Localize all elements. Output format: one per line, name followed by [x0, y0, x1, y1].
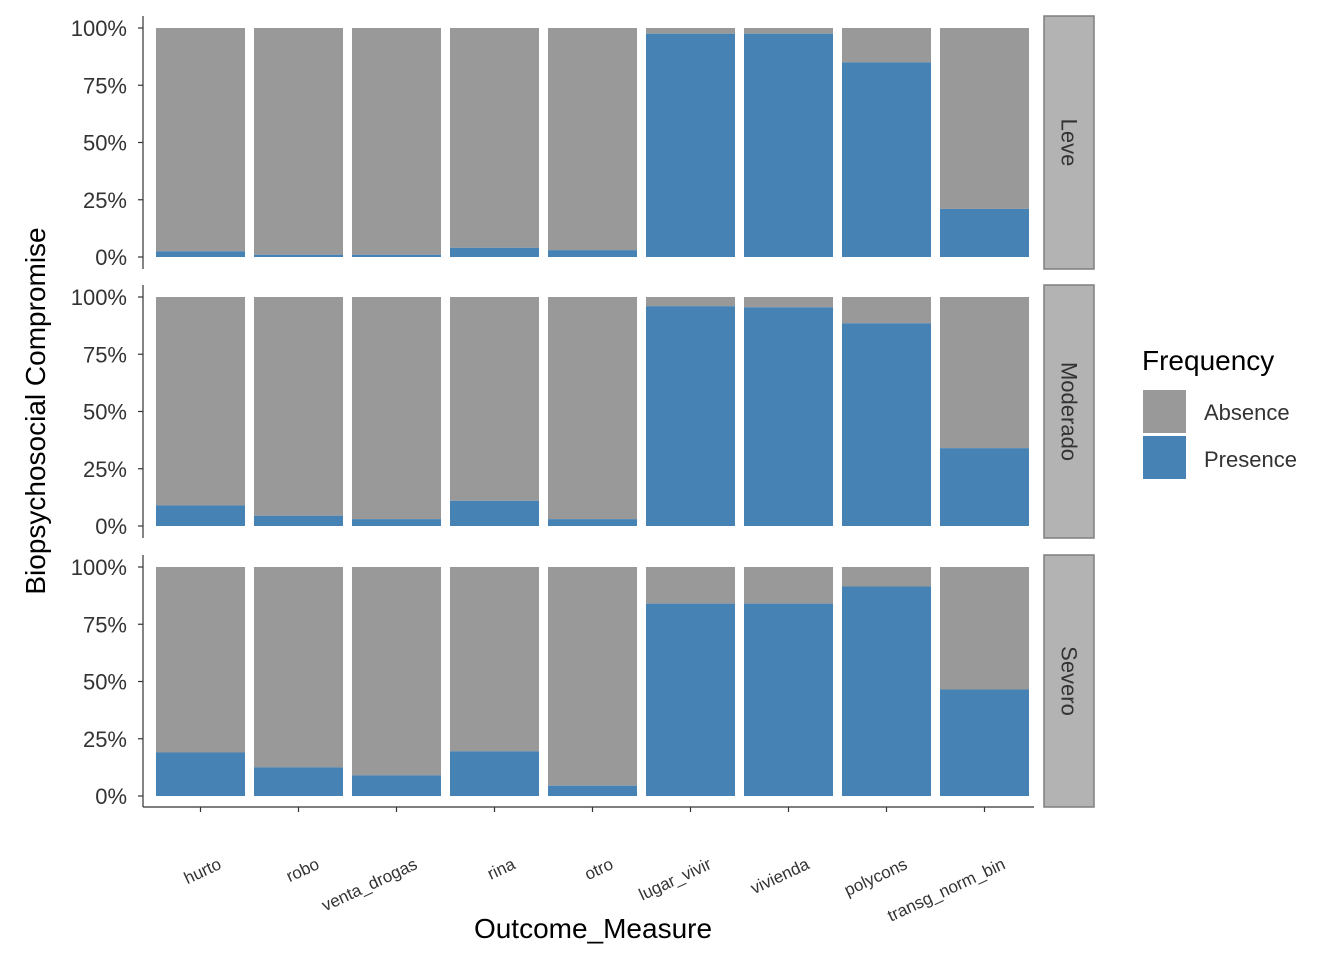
y-axis-title: Biopsychosocial Compromise: [20, 227, 51, 594]
facet-panels: 0% 25% 50% 75% 100% Leve 0% 25% 50% 75% 100% Modera…: [71, 15, 1095, 809]
bar-presence-rina: [450, 247, 539, 257]
bar-absence-lugar_vivir: [646, 297, 735, 307]
bar-absence-venta_drogas: [352, 28, 441, 255]
x-tick-label: venta_drogas: [319, 854, 420, 915]
x-tick-label: robo: [283, 854, 322, 886]
bar-presence-lugar_vivir: [646, 33, 735, 257]
bar-presence-transg_norm_bin: [940, 689, 1029, 796]
bar-presence-vivienda: [744, 603, 833, 796]
bar-absence-robo: [254, 28, 343, 255]
bar-presence-polycons: [842, 586, 931, 796]
y-tick-label: 75%: [83, 612, 127, 637]
bar-absence-polycons: [842, 297, 931, 324]
bar-presence-hurto: [156, 752, 245, 796]
legend-key-presence: [1143, 436, 1186, 479]
x-tick-label: vivienda: [748, 854, 813, 898]
y-tick-label: 100%: [71, 16, 127, 41]
y-tick-label: 100%: [71, 555, 127, 580]
bar-absence-venta_drogas: [352, 567, 441, 776]
facet-strip-label: Severo: [1057, 646, 1082, 716]
bar-absence-rina: [450, 28, 539, 248]
x-tick-label: otro: [582, 854, 617, 884]
facet-strip: [1043, 284, 1095, 539]
bar-absence-hurto: [156, 28, 245, 252]
x-tick-label: lugar_vivir: [636, 854, 715, 904]
y-tick-label: 25%: [83, 727, 127, 752]
bar-presence-transg_norm_bin: [940, 208, 1029, 257]
y-tick-label: 0%: [95, 784, 127, 809]
bar-presence-otro: [548, 785, 637, 796]
bar-presence-rina: [450, 751, 539, 796]
legend-label-presence: Presence: [1204, 447, 1297, 472]
x-axis-title: Outcome_Measure: [474, 913, 712, 944]
bar-presence-otro: [548, 519, 637, 526]
y-tick-label: 25%: [83, 188, 127, 213]
bar-presence-robo: [254, 515, 343, 526]
bar-absence-transg_norm_bin: [940, 567, 1029, 690]
bar-presence-venta_drogas: [352, 254, 441, 257]
bar-absence-robo: [254, 567, 343, 768]
panel-severo: 0% 25% 50% 75% 100% Severo: [71, 554, 1095, 809]
bar-presence-lugar_vivir: [646, 603, 735, 796]
bar-absence-polycons: [842, 28, 931, 63]
bar-absence-otro: [548, 28, 637, 251]
bar-presence-polycons: [842, 323, 931, 526]
panel-leve: 0% 25% 50% 75% 100% Leve: [71, 15, 1095, 270]
y-tick-label: 50%: [83, 131, 127, 156]
bar-presence-lugar_vivir: [646, 306, 735, 526]
legend: Frequency Absence Presence: [1142, 345, 1297, 479]
y-tick-label: 50%: [83, 670, 127, 695]
bar-absence-hurto: [156, 567, 245, 753]
bar-absence-rina: [450, 567, 539, 752]
bar-presence-robo: [254, 254, 343, 257]
bar-presence-venta_drogas: [352, 775, 441, 796]
legend-label-absence: Absence: [1204, 400, 1290, 425]
y-tick-label: 100%: [71, 285, 127, 310]
facet-strip-label: Moderado: [1057, 362, 1082, 461]
bar-presence-otro: [548, 250, 637, 257]
bar-absence-vivienda: [744, 567, 833, 604]
bar-absence-transg_norm_bin: [940, 28, 1029, 209]
bar-presence-vivienda: [744, 33, 833, 257]
bar-presence-transg_norm_bin: [940, 448, 1029, 526]
y-tick-label: 50%: [83, 400, 127, 425]
bar-presence-robo: [254, 767, 343, 796]
y-tick-label: 0%: [95, 514, 127, 539]
bar-absence-venta_drogas: [352, 297, 441, 520]
bar-presence-hurto: [156, 251, 245, 257]
legend-key-absence: [1143, 390, 1186, 433]
bar-absence-robo: [254, 297, 343, 516]
bar-absence-lugar_vivir: [646, 28, 735, 34]
bar-presence-polycons: [842, 62, 931, 257]
facet-strip: [1043, 554, 1095, 808]
bar-presence-hurto: [156, 505, 245, 526]
x-tick-label: rina: [484, 854, 518, 883]
bar-absence-lugar_vivir: [646, 567, 735, 604]
bar-absence-vivienda: [744, 297, 833, 308]
facet-strip-label: Leve: [1057, 119, 1082, 167]
y-tick-label: 75%: [83, 73, 127, 98]
bar-presence-rina: [450, 500, 539, 526]
bar-absence-otro: [548, 297, 637, 520]
legend-title: Frequency: [1142, 345, 1274, 376]
bar-absence-rina: [450, 297, 539, 501]
facet-strip: [1043, 15, 1095, 270]
x-tick-label: hurto: [181, 854, 224, 888]
bar-absence-hurto: [156, 297, 245, 506]
x-tick-label: polycons: [841, 854, 910, 900]
panel-moderado: 0% 25% 50% 75% 100% Moderado: [71, 284, 1095, 539]
y-tick-label: 25%: [83, 457, 127, 482]
bar-absence-vivienda: [744, 28, 833, 34]
bar-absence-transg_norm_bin: [940, 297, 1029, 449]
bar-absence-polycons: [842, 567, 931, 587]
bar-presence-venta_drogas: [352, 519, 441, 526]
bar-presence-vivienda: [744, 307, 833, 526]
bar-absence-otro: [548, 567, 637, 786]
y-tick-label: 0%: [95, 245, 127, 270]
y-tick-label: 75%: [83, 342, 127, 367]
